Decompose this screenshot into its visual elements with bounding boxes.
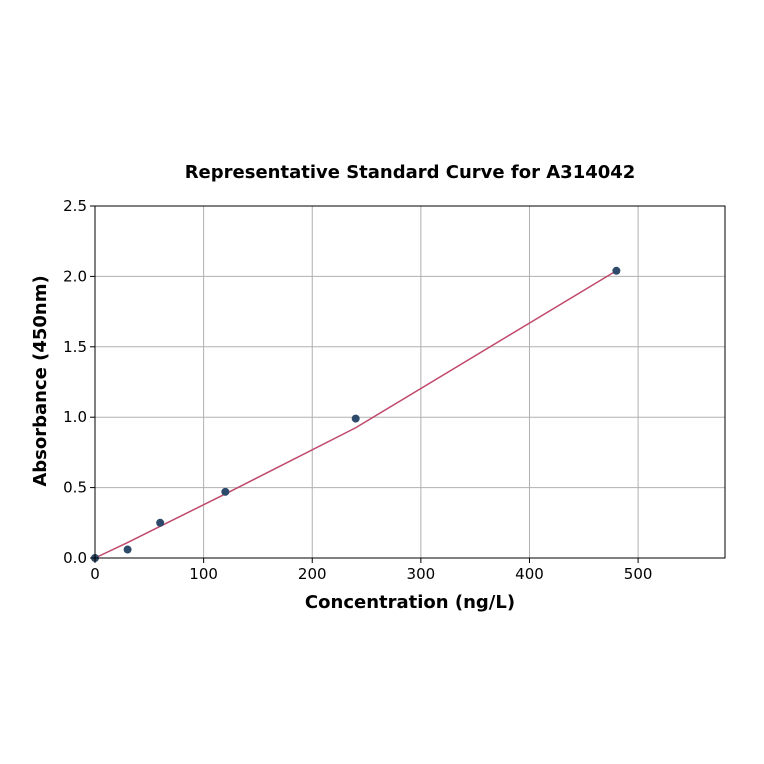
fit-curve-layer [94,270,617,559]
x-tick-label: 200 [298,565,327,583]
y-tick-label: 2.0 [63,267,87,285]
y-axis-ticks: 0.0 0.5 1.0 1.5 2.0 2.5 [63,197,95,567]
data-point [612,266,621,275]
x-tick-label: 0 [90,565,100,583]
data-point [221,487,230,496]
chart-title: Representative Standard Curve for A31404… [185,162,636,183]
x-tick-label: 300 [407,565,436,583]
x-axis-ticks: 0 100 200 300 400 500 [90,558,652,583]
fit-curve [94,270,617,559]
x-tick-label: 100 [189,565,218,583]
data-point [156,518,165,527]
y-tick-label: 1.0 [63,408,87,426]
y-tick-label: 2.5 [63,197,87,215]
y-tick-label: 1.5 [63,338,87,356]
x-tick-label: 500 [624,565,653,583]
y-tick-label: 0.5 [63,479,87,497]
data-point [351,414,360,423]
plot-frame [94,205,726,559]
data-point [123,545,132,554]
x-axis-label: Concentration (ng/L) [305,592,515,613]
data-points-layer [91,266,621,562]
x-tick-label: 400 [515,565,544,583]
y-axis-label: Absorbance (450nm) [30,275,51,486]
y-tick-label: 0.0 [63,549,87,567]
